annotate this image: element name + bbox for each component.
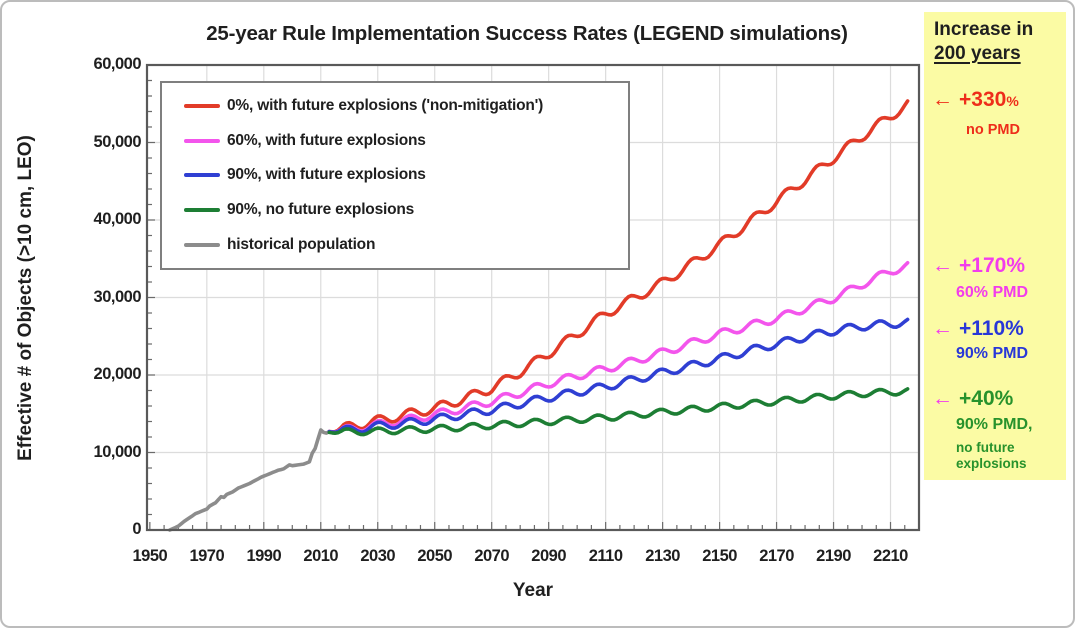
increase-note-green-1: 90% PMD, (956, 416, 1033, 433)
side-panel-title-line1: Increase in (934, 19, 1034, 40)
x-tick-label: 2010 (303, 547, 339, 565)
x-tick-label: 2110 (588, 547, 623, 565)
legend-item-historical: historical population (184, 236, 628, 254)
legend-line-sample-green (184, 208, 220, 213)
x-tick-label: 2030 (360, 547, 396, 565)
legend-line-sample-red (184, 104, 220, 109)
increase-note-green-2: no future (956, 440, 1015, 455)
series-line-pmd-90 (327, 317, 910, 435)
legend-item-pmd-60: 60%, with future explosions (184, 132, 628, 150)
side-panel: Increase in 200 years ← +330% no PMD ← +17… (924, 12, 1066, 480)
y-axis-title: Effective # of Objects (>10 cm, LEO) (15, 135, 36, 461)
y-tick-label: 0 (132, 520, 141, 538)
chart-title: 25-year Rule Implementation Success Rate… (206, 22, 848, 45)
percent-sign: % (1005, 317, 1024, 340)
x-tick-label: 2170 (759, 547, 794, 565)
left-arrow-icon: ← (932, 387, 953, 410)
series-line-non-mitigation (327, 99, 910, 434)
x-tick-label: 2090 (531, 547, 567, 565)
x-tick-label: 2210 (873, 547, 908, 565)
y-tick-label: 50,000 (93, 132, 142, 151)
x-axis-title: Year (512, 580, 554, 601)
increase-row-magenta: ← +170% (932, 254, 1025, 278)
legend-item-pmd-90-no-explosions: 90%, no future explosions (184, 201, 628, 219)
x-tick-label: 2070 (474, 547, 510, 565)
x-tick-label: 2150 (702, 547, 737, 565)
side-panel-title-line2: 200 years (934, 43, 1021, 64)
legend-label: 0%, with future explosions ('non-mitigat… (227, 97, 544, 115)
increase-value-blue: +110 (959, 317, 1006, 340)
y-tick-label: 60,000 (93, 55, 142, 73)
legend-line-sample-gray (184, 242, 220, 247)
increase-row-red: ← +330% (932, 88, 1019, 112)
x-tick-label: 1970 (189, 547, 225, 565)
x-tick-label: 2190 (816, 547, 851, 565)
plot-frame (145, 63, 921, 532)
increase-note-red: no PMD (966, 122, 1020, 138)
x-tick-label: 2050 (417, 547, 453, 565)
series-line-pmd-90-no-explosions (327, 387, 910, 437)
left-arrow-icon: ← (932, 317, 953, 340)
increase-row-green: ← +40% (932, 387, 1013, 411)
legend-label: historical population (227, 235, 376, 253)
legend-box: 0%, with future explosions ('non-mitigat… (160, 81, 630, 270)
x-tick-label: 1950 (132, 547, 168, 565)
percent-sign: % (1006, 254, 1025, 277)
y-tick-label: 40,000 (93, 210, 142, 228)
side-panel-title: Increase in 200 years (934, 18, 1033, 66)
legend-line-sample-magenta (184, 138, 220, 143)
y-tick-label: 10,000 (93, 442, 142, 461)
legend-label: 90%, no future explosions (227, 201, 415, 219)
increase-note-magenta: 60% PMD (956, 284, 1029, 301)
left-arrow-icon: ← (932, 254, 953, 277)
increase-value-magenta: +170 (959, 254, 1007, 277)
legend-item-pmd-90: 90%, with future explosions (184, 166, 628, 184)
increase-note-blue: 90% PMD (956, 345, 1029, 362)
increase-row-blue: ← +110% (932, 317, 1024, 341)
increase-value-red: +330 (959, 88, 1007, 111)
increase-note-green-3: explosions (956, 456, 1027, 471)
y-tick-label: 20,000 (93, 365, 142, 383)
increase-value-green: +40 (959, 387, 995, 410)
percent-sign: % (994, 387, 1014, 410)
legend-item-non-mitigation: 0%, with future explosions ('non-mitigat… (184, 97, 628, 115)
y-tick-label: 30,000 (93, 287, 142, 306)
percent-sign: % (1006, 93, 1019, 109)
legend-label: 90%, with future explosions (227, 166, 426, 184)
legend-line-sample-blue (184, 173, 220, 178)
legend-label: 60%, with future explosions (227, 131, 426, 149)
left-arrow-icon: ← (932, 88, 953, 111)
series-line-historical (168, 428, 332, 532)
x-tick-label: 1990 (246, 547, 282, 565)
x-tick-label: 2130 (645, 547, 680, 565)
series-line-pmd-60 (327, 261, 910, 434)
